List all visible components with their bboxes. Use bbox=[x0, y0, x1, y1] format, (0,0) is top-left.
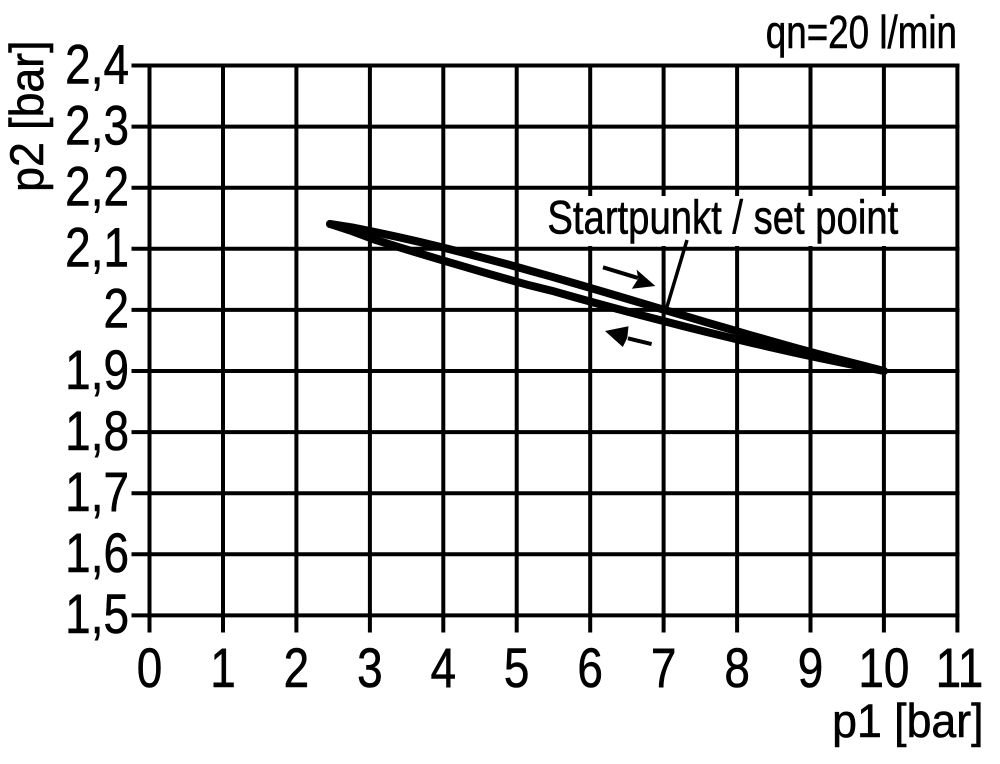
svg-text:1,7: 1,7 bbox=[65, 461, 129, 523]
svg-text:1,6: 1,6 bbox=[65, 522, 129, 584]
svg-text:0: 0 bbox=[137, 637, 163, 699]
svg-text:2,4: 2,4 bbox=[65, 33, 129, 95]
svg-text:5: 5 bbox=[504, 637, 530, 699]
svg-text:qn=20 l/min: qn=20 l/min bbox=[766, 6, 957, 58]
svg-text:2,3: 2,3 bbox=[65, 94, 129, 156]
svg-text:7: 7 bbox=[651, 637, 677, 699]
svg-text:Startpunkt / set point: Startpunkt / set point bbox=[547, 192, 898, 245]
svg-text:9: 9 bbox=[798, 637, 824, 699]
svg-text:p1 [bar]: p1 [bar] bbox=[832, 695, 983, 747]
svg-text:4: 4 bbox=[431, 637, 457, 699]
svg-text:1,9: 1,9 bbox=[65, 338, 129, 400]
svg-text:3: 3 bbox=[357, 637, 383, 699]
svg-text:2,2: 2,2 bbox=[65, 155, 129, 217]
svg-text:1: 1 bbox=[210, 637, 236, 699]
svg-text:6: 6 bbox=[577, 637, 603, 699]
svg-text:2: 2 bbox=[284, 637, 310, 699]
svg-text:1,8: 1,8 bbox=[65, 400, 129, 462]
svg-text:8: 8 bbox=[724, 637, 750, 699]
svg-text:10: 10 bbox=[858, 637, 909, 699]
svg-text:p2 [bar]: p2 [bar] bbox=[1, 41, 53, 192]
svg-text:2: 2 bbox=[103, 277, 129, 339]
svg-text:1,5: 1,5 bbox=[65, 583, 129, 645]
svg-text:2,1: 2,1 bbox=[65, 216, 129, 278]
svg-text:11: 11 bbox=[936, 637, 984, 699]
